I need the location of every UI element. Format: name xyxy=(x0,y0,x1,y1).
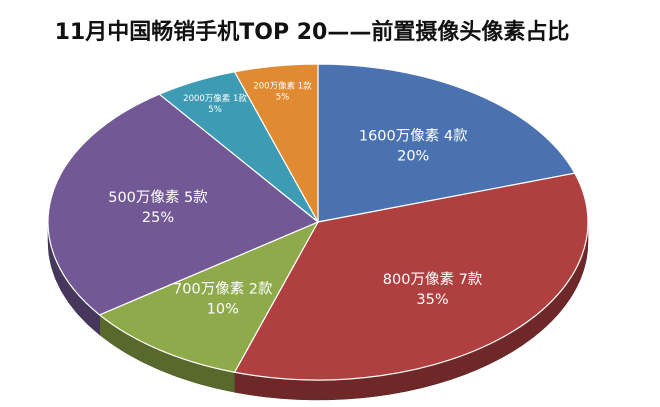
slice-percent: 35% xyxy=(416,292,448,308)
slice-percent: 10% xyxy=(207,302,239,318)
slice-label: 500万像素 5款 xyxy=(108,189,208,206)
slice-label: 800万像素 7款 xyxy=(383,271,483,288)
slice-percent: 20% xyxy=(397,148,429,164)
pie-slices xyxy=(47,63,589,381)
chart-title: 11月中国畅销手机TOP 20——前置摄像头像素占比 xyxy=(55,19,570,45)
slice-percent: 5% xyxy=(208,105,222,115)
slice-label: 2000万像素 1款 xyxy=(183,93,247,104)
slice-700万像素-2款 xyxy=(98,221,319,373)
slice-500万像素-5款 xyxy=(47,93,319,316)
slice-800万像素-7款 xyxy=(233,172,589,381)
slice-labels: 1600万像素 4款 20% 800万像素 7款 35% 700万像素 2款 10% 500… xyxy=(108,80,483,317)
slice-percent: 25% xyxy=(142,210,174,226)
slice-label: 1600万像素 4款 xyxy=(359,127,468,144)
slice-label: 200万像素 1款 xyxy=(253,80,312,91)
slice-percent: 5% xyxy=(276,92,290,102)
slice-1600万像素-4款 xyxy=(317,63,576,223)
slice-200万像素-1款 xyxy=(233,63,319,223)
slice-label: 700万像素 2款 xyxy=(173,281,273,298)
